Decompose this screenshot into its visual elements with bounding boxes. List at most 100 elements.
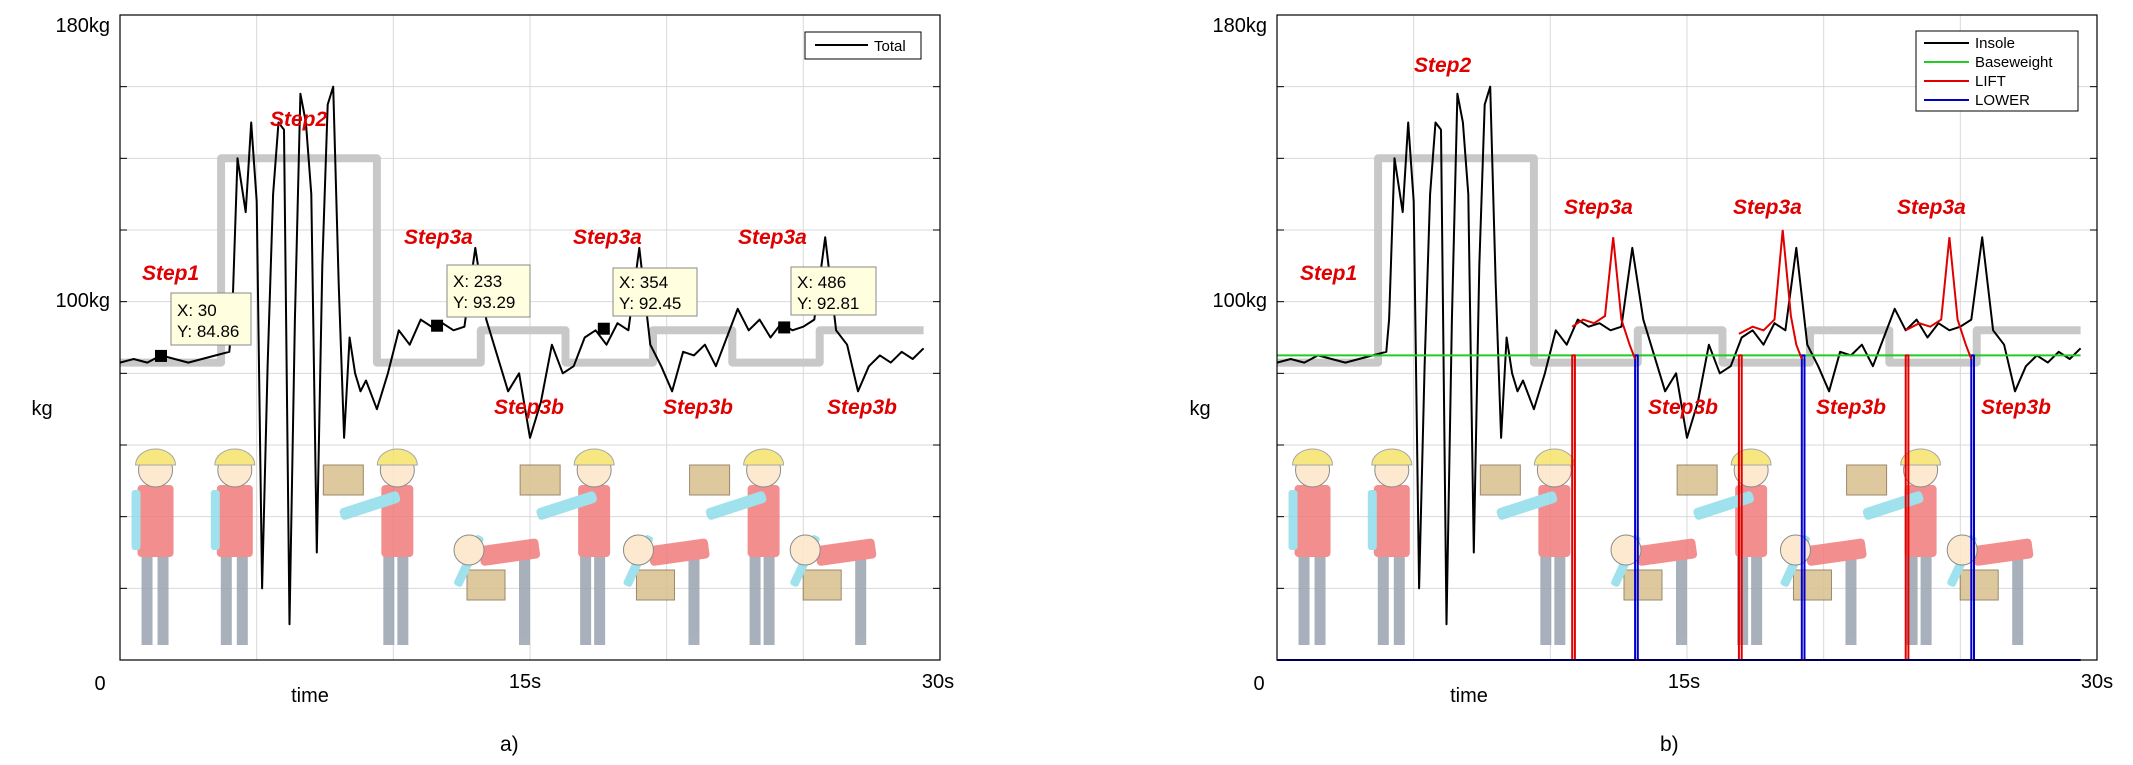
worker-torso bbox=[1635, 538, 1698, 566]
annot-step3a-3-a: Step3a bbox=[738, 226, 807, 249]
datatip-marker bbox=[431, 319, 444, 332]
ylabel-a: kg bbox=[31, 398, 52, 420]
worker-bending-figure bbox=[453, 534, 541, 645]
worker-leg bbox=[763, 555, 775, 645]
datatip-box-1[interactable] bbox=[170, 292, 252, 346]
xtick-0-b: 0 bbox=[1253, 673, 1264, 695]
datatip-y-2: Y: 93.29 bbox=[453, 293, 515, 312]
xtick-15-b: 15s bbox=[1668, 671, 1700, 693]
worker-helmet bbox=[1900, 448, 1942, 466]
worker-leg bbox=[1540, 555, 1552, 645]
worker-leg bbox=[1906, 555, 1918, 645]
datatip-marker bbox=[155, 349, 167, 362]
worker-lifting-figure bbox=[689, 448, 785, 645]
annotations-a: Step1 Step2 Step3a Step3a Step3a Step3b … bbox=[142, 108, 897, 419]
datatip-box-2[interactable] bbox=[446, 264, 531, 318]
annot-step3a-2-b: Step3a bbox=[1733, 196, 1802, 219]
worker-helmet bbox=[376, 448, 418, 466]
worker-standing-figure bbox=[210, 448, 256, 645]
series-a bbox=[119, 85, 925, 626]
xtick-15-a: 15s bbox=[509, 671, 541, 693]
worker-torso bbox=[216, 485, 253, 557]
chart-a: 180kg 100kg kg 0 15s 30s time Total Step… bbox=[31, 14, 954, 707]
worker-leg bbox=[397, 555, 409, 645]
chart-b: 180kg 100kg kg 0 15s 30s time Insole Bas… bbox=[1189, 14, 2113, 707]
annot-step1-b: Step1 bbox=[1300, 262, 1357, 285]
worker-head bbox=[622, 534, 654, 566]
worker-leg bbox=[236, 555, 248, 645]
worker-leg bbox=[519, 555, 530, 645]
legend-a: Total bbox=[804, 31, 922, 60]
datatip-x-1: X: 30 bbox=[177, 301, 217, 320]
worker-arm bbox=[705, 491, 767, 520]
worker-bending-figure bbox=[1779, 534, 1867, 645]
worker-lifting-figure bbox=[1479, 448, 1575, 645]
box bbox=[1623, 569, 1663, 601]
worker-leg bbox=[1676, 555, 1687, 645]
legend-label-lift: LIFT bbox=[1975, 73, 2006, 90]
worker-head bbox=[1610, 534, 1642, 566]
annot-step3a-1-a: Step3a bbox=[404, 226, 473, 249]
legend-b: Insole Baseweight LIFT LOWER bbox=[1915, 30, 2079, 112]
legend-label-baseweight: Baseweight bbox=[1975, 54, 2053, 71]
ytick-180-a: 180kg bbox=[56, 15, 111, 37]
series-line-lift bbox=[1277, 354, 2081, 661]
worker-torso bbox=[1972, 538, 2034, 566]
worker-leg bbox=[141, 555, 153, 645]
worker-leg bbox=[1377, 555, 1389, 645]
annot-step3b-3-b: Step3b bbox=[1981, 396, 2051, 419]
datatip-y-1: Y: 84.86 bbox=[177, 322, 239, 341]
series-line-lift-segment bbox=[1905, 237, 1973, 360]
plot-frame-a bbox=[119, 14, 941, 661]
annot-step3b-3-a: Step3b bbox=[827, 396, 897, 419]
datatip-box-4[interactable] bbox=[790, 266, 877, 316]
annot-step3b-2-a: Step3b bbox=[663, 396, 733, 419]
annot-step3b-1-a: Step3b bbox=[494, 396, 564, 419]
worker-arm bbox=[1367, 490, 1377, 550]
worker-lifting-figure bbox=[1846, 448, 1942, 645]
worker-leg bbox=[1298, 555, 1310, 645]
worker-leg bbox=[1845, 555, 1857, 645]
worker-torso bbox=[1805, 538, 1867, 566]
worker-helmet bbox=[1533, 448, 1575, 466]
legend-label-insole: Insole bbox=[1975, 35, 2015, 52]
xtick-0-a: 0 bbox=[94, 673, 105, 695]
annot-step3a-3-b: Step3a bbox=[1897, 196, 1966, 219]
worker-helmet bbox=[1371, 448, 1413, 466]
worker-lifting-figure bbox=[322, 448, 418, 645]
workers-a bbox=[131, 448, 877, 645]
worker-leg bbox=[2012, 555, 2024, 645]
worker-leg bbox=[1920, 555, 1932, 645]
worker-arm bbox=[536, 491, 597, 520]
box bbox=[466, 569, 506, 601]
box bbox=[1959, 569, 1999, 601]
worker-standing-figure bbox=[1367, 448, 1413, 645]
worker-helmet bbox=[573, 448, 615, 466]
legend-box-b bbox=[1915, 30, 2079, 112]
annot-step2-b: Step2 bbox=[1414, 54, 1472, 77]
caption-b: b) bbox=[1660, 733, 1679, 756]
worker-leg bbox=[688, 555, 700, 645]
caption-a: a) bbox=[500, 733, 519, 756]
worker-arm bbox=[339, 491, 401, 520]
worker-head bbox=[1779, 534, 1811, 566]
worker-torso bbox=[815, 538, 877, 566]
worker-standing-figure bbox=[131, 448, 177, 645]
datatip-y-4: Y: 92.81 bbox=[797, 294, 859, 313]
series-line-total bbox=[119, 85, 925, 626]
worker-helmet bbox=[743, 448, 785, 466]
series-b bbox=[1276, 85, 2082, 661]
datatip-marker bbox=[778, 321, 791, 334]
box bbox=[322, 464, 364, 496]
series-line-lift-segment bbox=[1738, 229, 1803, 360]
datatip-box-3[interactable] bbox=[612, 267, 698, 317]
worker-leg bbox=[1314, 555, 1326, 645]
annotations-b: Step1 Step2 Step3a Step3a Step3a Step3b … bbox=[1300, 54, 2051, 419]
worker-arm bbox=[131, 490, 141, 550]
worker-bending-figure bbox=[1946, 534, 2034, 645]
datatip-markers-a bbox=[155, 319, 791, 362]
worker-bending-figure bbox=[789, 534, 877, 645]
legend-label-total: Total bbox=[874, 38, 906, 55]
worker-lifting-figure bbox=[519, 448, 615, 645]
datatip-y-3: Y: 92.45 bbox=[619, 294, 681, 313]
